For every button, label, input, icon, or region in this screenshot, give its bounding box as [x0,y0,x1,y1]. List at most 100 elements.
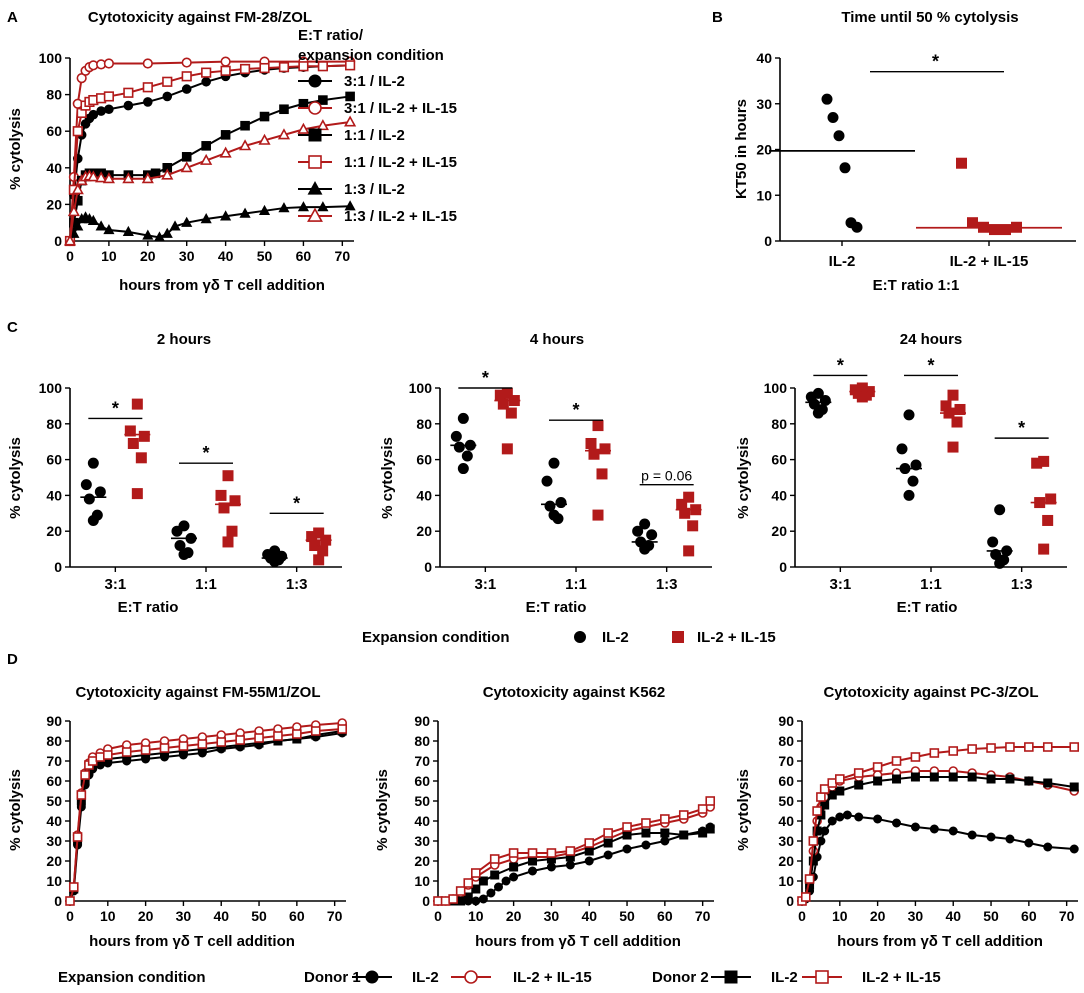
data-point [123,100,134,111]
data-point [967,744,977,754]
data-point-il15 [138,430,150,442]
y-tick-label: 100 [39,50,63,66]
chart-title: Cytotoxicity against FM-28/ZOL [88,9,312,26]
data-point [238,139,252,151]
data-point [292,729,302,739]
data-point-il2 [544,500,556,512]
data-point-il2 [450,430,462,442]
x-tick-label: 70 [695,908,711,924]
plot-area: 0 20 40 60 80 100 0 10 20 30 40 50 60 70 [39,50,357,264]
y-tick-label: 40 [771,487,787,503]
data-point [122,225,134,237]
data-point [910,772,920,782]
x-tick-label: 10 [468,908,484,924]
legend-label: 3:1 / IL-2 + IL-15 [344,100,457,117]
data-point-il15 [1042,514,1054,526]
data-point [72,220,84,231]
data-point [641,840,651,850]
data-point [948,826,958,836]
panel-c-24h-scatter: 24 hours E:T ratio % cytolysis 0 20 40 60 80… [735,331,1067,616]
data-point [804,874,815,884]
data-point [816,792,826,802]
data-point [603,838,613,848]
data-point [679,830,689,840]
y-tick-label: 60 [771,452,787,468]
data-point-il15 [222,470,234,482]
data-point [705,796,716,806]
legend-donor1: Donor 1 [304,969,361,986]
data-point [929,824,939,834]
x-axis-label: hours from γδ T cell addition [475,933,681,950]
data-point [851,221,863,233]
data-point [153,231,166,242]
data-point [892,818,902,828]
data-point [842,810,852,820]
data-point [463,892,473,902]
data-point-il2 [269,556,281,568]
x-tick-label: 60 [657,908,673,924]
data-point [448,894,458,904]
data-point [219,146,232,158]
data-point [698,828,708,838]
data-point [1024,838,1034,848]
y-axis-label: % cytolysis [7,769,24,851]
data-point [67,205,80,217]
data-point [1043,778,1053,788]
data-point [910,822,920,832]
y-tick-label: 0 [786,893,794,909]
legend-donor2-il2: IL-2 [771,969,798,986]
data-point [103,750,113,760]
data-point [839,162,851,174]
y-tick-label: 30 [414,833,430,849]
data-point [501,876,511,886]
data-point-il15 [313,554,325,566]
data-point [489,854,500,864]
data-point [873,814,883,824]
data-point-il15 [229,495,241,507]
y-axis-label: % cytolysis [7,437,24,519]
data-point-il2 [812,407,824,419]
y-tick-label: 80 [778,733,794,749]
data-point [800,892,811,902]
data-point [216,737,227,747]
data-point [235,735,245,745]
data-point [123,87,134,98]
legend-marker [724,970,738,984]
data-point [278,202,290,213]
x-tick-label: 10 [832,908,848,924]
data-point [344,200,356,211]
data-point [622,830,632,840]
data-point [584,846,594,856]
data-point-il15 [588,448,600,460]
data-point [142,58,153,69]
data-point [956,157,967,169]
data-point [493,882,503,892]
data-point [1069,742,1080,752]
plot-area: 0 10 20 30 40 50 60 70 80 90 0 10 20 30 40 50 60 70 [46,713,348,924]
data-point-il15 [131,488,143,500]
data-point [509,872,519,882]
data-point [471,896,481,906]
x-tick-label: IL-2 [829,253,856,270]
x-axis-label: hours from γδ T cell addition [89,933,295,950]
y-tick-label: 100 [764,380,788,396]
legend-label-il2: IL-2 [602,629,629,646]
data-point-il2 [994,504,1006,516]
y-tick-label: 50 [46,793,62,809]
data-point-il15 [947,389,959,401]
data-point [565,846,576,856]
data-point [142,229,154,240]
data-point [254,733,264,743]
data-point [76,790,87,800]
data-point [345,60,356,71]
data-point [277,128,291,140]
data-point [873,776,883,786]
data-point [705,824,715,834]
data-point [967,217,978,229]
data-point-il15 [226,525,238,537]
legend-donor-expansion: Expansion condition Donor 1 IL-2 IL-2 + … [58,969,941,986]
data-point [833,130,845,142]
data-point [1005,774,1015,784]
legend-label: 3:1 / IL-2 [344,73,405,90]
significance-label: * [202,443,209,463]
